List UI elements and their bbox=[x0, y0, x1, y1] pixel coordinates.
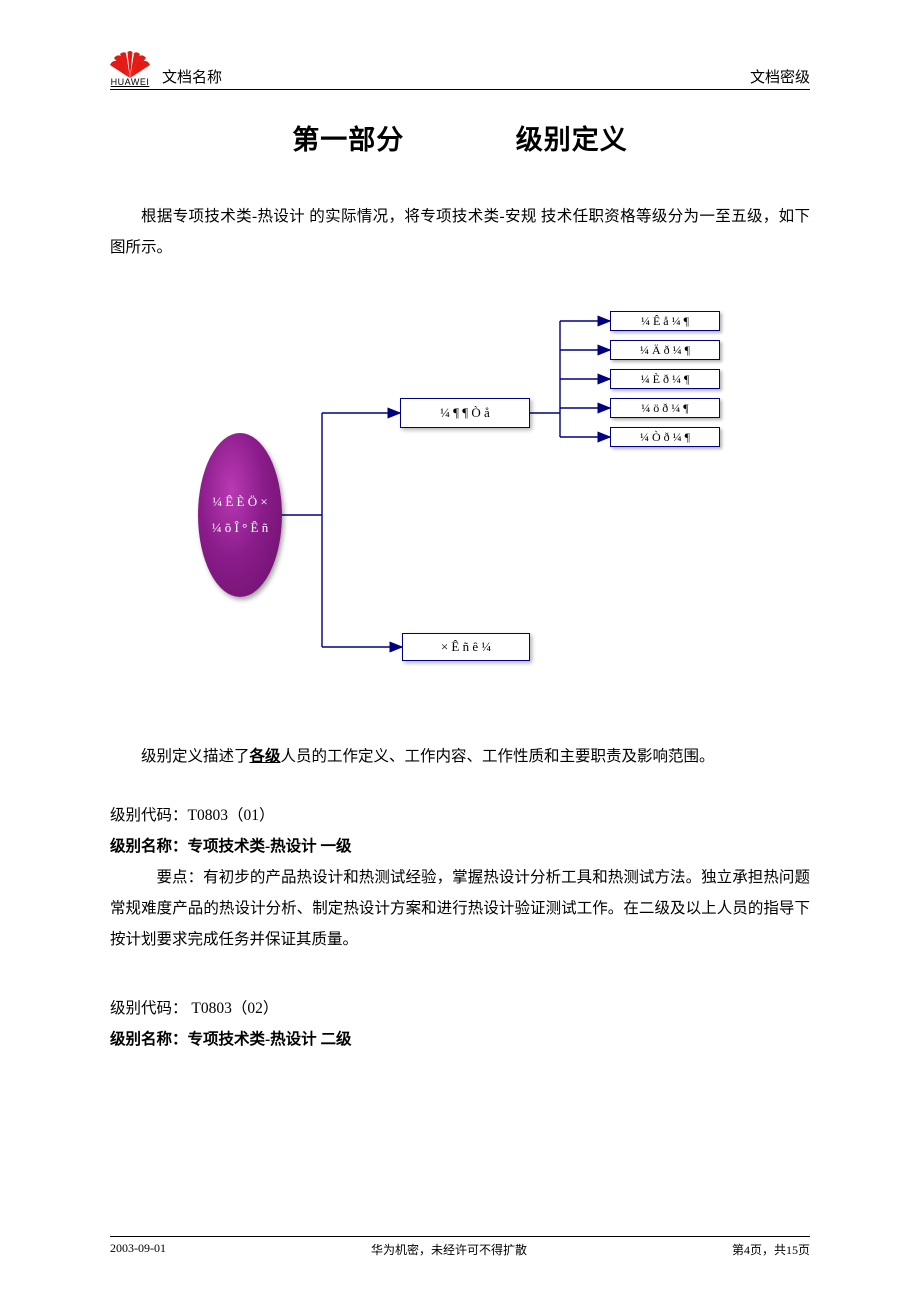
footer-confidential: 华为机密，未经许可不得扩散 bbox=[371, 1241, 527, 1258]
level1-code: 级别代码：T0803（01） bbox=[110, 800, 810, 831]
diagram-center-box: ¼ ¶ ¶ Ò å bbox=[400, 398, 530, 428]
ellipse-text: ¼ Ê È Ö × ¼ õ Î ° Ê ñ bbox=[212, 494, 268, 536]
page-header: HUAWEI 文档名称 文档密级 bbox=[110, 50, 810, 90]
definition-paragraph: 级别定义描述了各级人员的工作定义、工作内容、工作性质和主要职责及影响范围。 bbox=[110, 741, 810, 772]
ellipse-text-col2: ¼ õ Î ° Ê ñ bbox=[212, 520, 268, 536]
doc-security-label: 文档密级 bbox=[750, 66, 810, 87]
diagram-level-box: ¼ Ä ð ¼ ¶ bbox=[610, 340, 720, 360]
footer-date: 2003-09-01 bbox=[110, 1241, 166, 1258]
diagram-level-box: ¼ ö ð ¼ ¶ bbox=[610, 398, 720, 418]
diagram-bottom-box: × Ê ñ ê ¼ bbox=[402, 633, 530, 661]
page-title: 第一部分 级别定义 bbox=[110, 118, 810, 157]
level1-name: 级别名称：专项技术类-热设计 一级 bbox=[110, 831, 810, 862]
level2-name: 级别名称：专项技术类-热设计 二级 bbox=[110, 1024, 810, 1055]
diagram-root-ellipse: ¼ Ê È Ö × ¼ õ Î ° Ê ñ bbox=[198, 433, 282, 597]
page-footer: 2003-09-01 华为机密，未经许可不得扩散 第4页，共15页 bbox=[110, 1236, 810, 1258]
bottom-box-text: × Ê ñ ê ¼ bbox=[441, 639, 491, 655]
huawei-logo: HUAWEI bbox=[110, 50, 150, 87]
ellipse-text-col1: ¼ Ê È Ö × bbox=[212, 494, 267, 510]
header-left: HUAWEI 文档名称 bbox=[110, 50, 222, 87]
hierarchy-diagram: ¼ Ê È Ö × ¼ õ Î ° Ê ñ ¼ ¶ ¶ Ò å × Ê ñ ê … bbox=[140, 293, 780, 713]
logo-label: HUAWEI bbox=[111, 78, 150, 87]
diagram-level-box: ¼ Ò ð ¼ ¶ bbox=[610, 427, 720, 447]
diagram-level-box: ¼ Ê å ¼ ¶ bbox=[610, 311, 720, 331]
sunburst-icon bbox=[110, 50, 150, 78]
p2-underline: 各级 bbox=[250, 748, 281, 765]
doc-name-label: 文档名称 bbox=[162, 66, 222, 87]
p2-pre: 级别定义描述了 bbox=[141, 748, 250, 765]
title-name: 级别定义 bbox=[516, 125, 628, 155]
footer-page: 第4页，共15页 bbox=[732, 1241, 810, 1258]
intro-paragraph: 根据专项技术类-热设计 的实际情况，将专项技术类-安规 技术任职资格等级分为一至… bbox=[110, 201, 810, 263]
center-box-text: ¼ ¶ ¶ Ò å bbox=[440, 405, 490, 421]
title-part: 第一部分 bbox=[292, 125, 404, 155]
level1-desc: 要点：有初步的产品热设计和热测试经验，掌握热设计分析工具和热测试方法。独立承担热… bbox=[110, 862, 810, 955]
level2-code: 级别代码： T0803（02） bbox=[110, 993, 810, 1024]
p2-post: 人员的工作定义、工作内容、工作性质和主要职责及影响范围。 bbox=[281, 748, 715, 765]
diagram-level-box: ¼ È ð ¼ ¶ bbox=[610, 369, 720, 389]
